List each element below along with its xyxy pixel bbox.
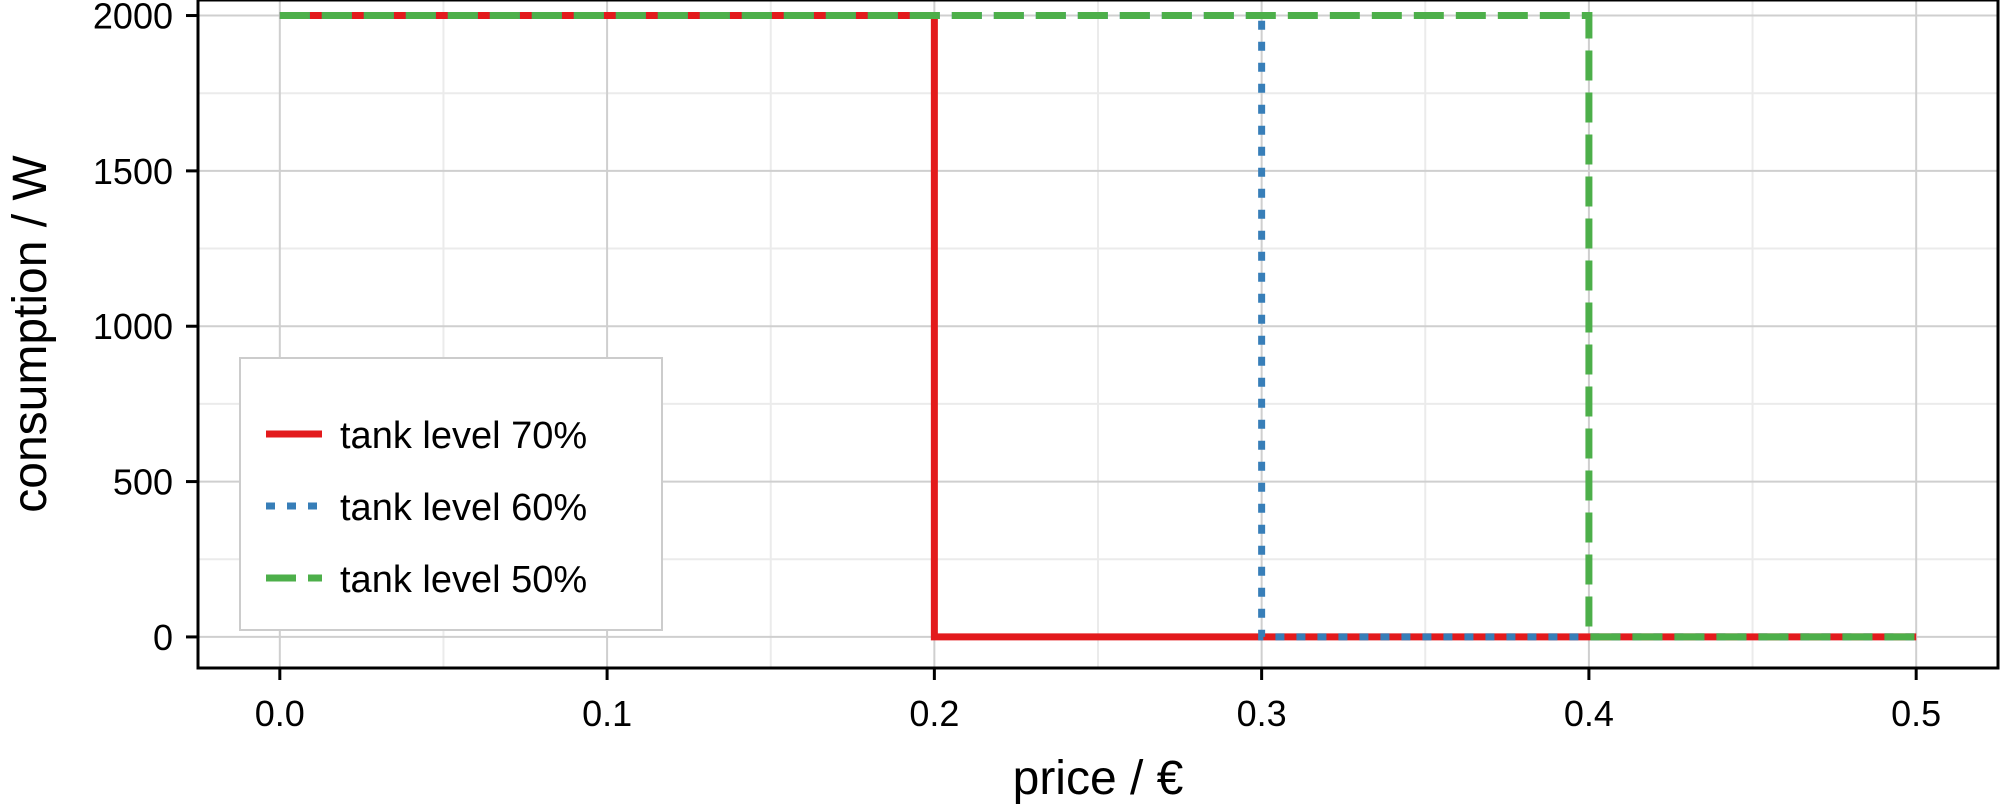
- minor-grid: [198, 0, 1998, 668]
- y-axis-label: consumption / W: [4, 155, 57, 513]
- y-axis: 0 500 1000 1500 2000: [93, 0, 198, 658]
- y-tick-label: 1000: [93, 306, 173, 347]
- y-tick-label: 2000: [93, 0, 173, 37]
- legend-label-3: tank level 50%: [340, 559, 587, 601]
- series-layer: [279, 12, 1917, 641]
- legend-label-2: tank level 60%: [340, 487, 587, 529]
- x-tick-label: 0.3: [1237, 693, 1287, 734]
- x-axis: 0.0 0.1 0.2 0.3 0.4 0.5: [255, 668, 1941, 734]
- x-tick-label: 0.4: [1564, 693, 1614, 734]
- y-tick-label: 1500: [93, 151, 173, 192]
- y-tick-label: 0: [153, 617, 173, 658]
- x-tick-label: 0.0: [255, 693, 305, 734]
- legend-box: [239, 357, 663, 631]
- plot-frame: [196, 0, 2000, 670]
- legend-label-1: tank level 70%: [340, 415, 587, 457]
- x-tick-label: 0.5: [1891, 693, 1941, 734]
- x-tick-label: 0.2: [909, 693, 959, 734]
- x-tick-label: 0.1: [582, 693, 632, 734]
- legend: tank level 70% tank level 60% tank level 5…: [239, 357, 663, 631]
- x-axis-label: price / €: [1013, 752, 1184, 805]
- series-line-3: [279, 12, 1917, 641]
- y-tick-label: 500: [113, 462, 173, 503]
